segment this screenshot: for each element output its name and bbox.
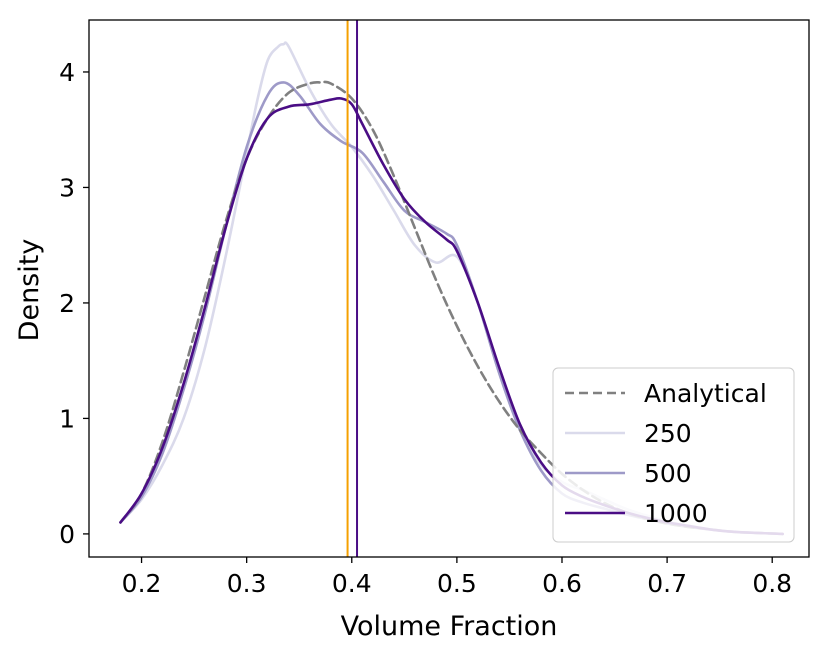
legend-label-250: 250: [644, 419, 692, 448]
y-tick-label: 4: [59, 58, 75, 87]
x-axis-title: Volume Fraction: [341, 611, 558, 642]
x-tick-label: 0.3: [227, 569, 267, 598]
y-tick-label: 1: [59, 404, 75, 433]
plot-frame: [88, 19, 810, 558]
legend: Analytical 250 500 1000: [552, 367, 795, 543]
x-tick-label: 0.2: [122, 569, 162, 598]
x-tick-label: 0.7: [647, 569, 687, 598]
y-tick-label: 3: [59, 173, 75, 202]
y-tick-label: 0: [59, 520, 75, 549]
legend-label-analytical: Analytical: [644, 379, 767, 408]
x-axis-ticks: 0.2 0.3 0.4 0.5 0.6 0.7 0.8: [122, 557, 792, 598]
x-tick-label: 0.5: [437, 569, 477, 598]
x-tick-label: 0.4: [332, 569, 372, 598]
y-tick-label: 2: [59, 289, 75, 318]
y-axis-ticks: 0 1 2 3 4: [59, 58, 89, 549]
legend-label-1000: 1000: [644, 499, 708, 528]
x-tick-label: 0.6: [542, 569, 582, 598]
x-tick-label: 0.8: [752, 569, 792, 598]
reference-lines: [346, 20, 359, 557]
y-axis-title: Density: [14, 239, 45, 342]
legend-label-500: 500: [644, 459, 692, 488]
legend-box: [552, 367, 795, 543]
